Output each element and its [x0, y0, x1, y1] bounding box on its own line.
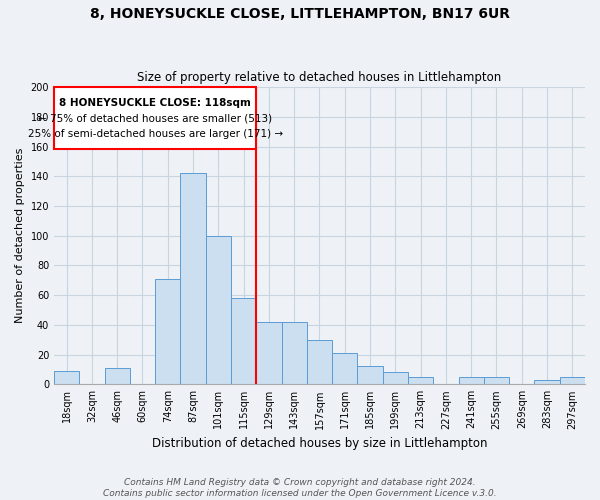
Bar — [307, 340, 332, 384]
X-axis label: Distribution of detached houses by size in Littlehampton: Distribution of detached houses by size … — [152, 437, 487, 450]
Text: ← 75% of detached houses are smaller (513): ← 75% of detached houses are smaller (51… — [38, 114, 272, 124]
Bar — [358, 366, 383, 384]
Bar — [281, 322, 307, 384]
Bar — [104, 368, 130, 384]
Text: 25% of semi-detached houses are larger (171) →: 25% of semi-detached houses are larger (… — [28, 129, 283, 139]
Bar — [332, 353, 358, 384]
Bar — [256, 322, 281, 384]
Bar — [458, 377, 484, 384]
FancyBboxPatch shape — [54, 87, 256, 150]
Text: Contains HM Land Registry data © Crown copyright and database right 2024.
Contai: Contains HM Land Registry data © Crown c… — [103, 478, 497, 498]
Y-axis label: Number of detached properties: Number of detached properties — [15, 148, 25, 324]
Bar — [383, 372, 408, 384]
Bar — [54, 371, 79, 384]
Text: 8 HONEYSUCKLE CLOSE: 118sqm: 8 HONEYSUCKLE CLOSE: 118sqm — [59, 98, 251, 108]
Bar — [484, 377, 509, 384]
Bar — [155, 279, 181, 384]
Bar — [206, 236, 231, 384]
Bar — [535, 380, 560, 384]
Bar — [231, 298, 256, 384]
Bar — [560, 377, 585, 384]
Title: Size of property relative to detached houses in Littlehampton: Size of property relative to detached ho… — [137, 72, 502, 85]
Bar — [408, 377, 433, 384]
Text: 8, HONEYSUCKLE CLOSE, LITTLEHAMPTON, BN17 6UR: 8, HONEYSUCKLE CLOSE, LITTLEHAMPTON, BN1… — [90, 8, 510, 22]
Bar — [181, 174, 206, 384]
